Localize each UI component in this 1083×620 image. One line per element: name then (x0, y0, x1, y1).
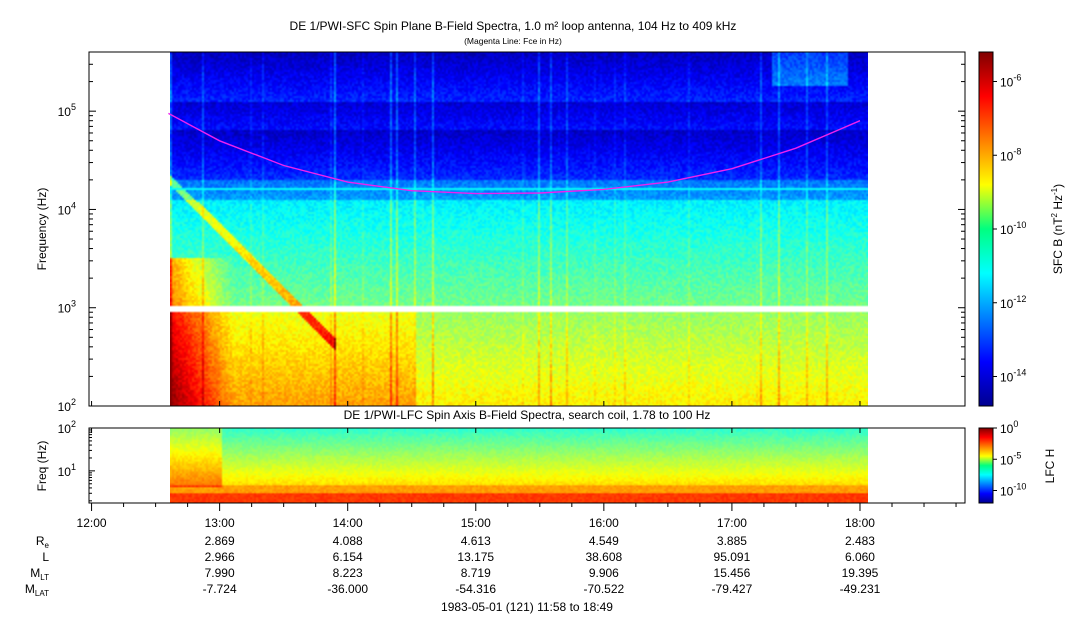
ephemeris-value: -54.316 (455, 582, 496, 596)
ephemeris-row-label: MLT (30, 566, 49, 582)
ephemeris-value: 2.966 (205, 550, 235, 564)
time-axis: 12:00 13:00 14:00 15:00 16:00 17:00 18:00 (77, 401, 957, 530)
top-colorbar-label: SFC B (nT2 Hz-1) (1050, 184, 1065, 274)
bottom-colorbar (978, 427, 994, 504)
time-tick-label: 17:00 (717, 516, 747, 530)
bottom-y-axis: 101 102 (58, 419, 95, 502)
ephemeris-value: 4.613 (461, 534, 491, 548)
ephemeris-value: -36.000 (327, 582, 368, 596)
bottom-colorbar-ticks: 100 10-5 10-10 (993, 419, 1026, 499)
top-colorbar-tick-label: 10-10 (1000, 220, 1026, 237)
time-tick-label: 16:00 (589, 516, 619, 530)
ephemeris-value: 2.483 (845, 534, 875, 548)
time-tick-label: 13:00 (205, 516, 235, 530)
ephemeris-value: 7.990 (205, 566, 235, 580)
top-spectrogram-image (170, 52, 868, 406)
fce-magenta-line (168, 112, 861, 195)
bottom-colorbar-tick-label: 10-10 (1000, 482, 1026, 499)
ephemeris-value: 8.719 (461, 566, 491, 580)
ephemeris-value: 95.091 (714, 550, 751, 564)
ephemeris-value: 8.223 (333, 566, 363, 580)
top-colorbar-ticks: 10-6 10-8 10-10 10-12 10-14 (993, 73, 1026, 385)
ephemeris-value: 3.885 (717, 534, 747, 548)
top-y-axis-label: Frequency (Hz) (35, 188, 49, 271)
ephemeris-table: Re 2.869 4.088 4.613 4.549 3.885 2.483 L 2.966 6.… (25, 534, 881, 598)
top-colorbar-tick-label: 10-12 (1000, 294, 1026, 311)
bottom-spectrogram-image (170, 428, 868, 503)
time-tick-label: 12:00 (77, 516, 107, 530)
bottom-colorbar-tick-label: 10-5 (1000, 450, 1021, 467)
ephemeris-value: 6.154 (333, 550, 363, 564)
top-y-tick-label: 104 (58, 200, 76, 217)
bottom-y-axis-label: Freq (Hz) (35, 441, 49, 492)
top-panel-title: DE 1/PWI-SFC Spin Plane B-Field Spectra,… (290, 19, 737, 33)
time-tick-label: 18:00 (845, 516, 875, 530)
bottom-plot-frame (88, 427, 966, 504)
top-colorbar-tick-label: 10-6 (1000, 73, 1021, 90)
ephemeris-value: 4.549 (589, 534, 619, 548)
ephemeris-value: 2.869 (205, 534, 235, 548)
ephemeris-value: 9.906 (589, 566, 619, 580)
ephemeris-value: 13.175 (457, 550, 494, 564)
ephemeris-value: 38.608 (585, 550, 622, 564)
top-colorbar (978, 51, 994, 407)
bottom-panel-title: DE 1/PWI-LFC Spin Axis B-Field Spectra, … (344, 408, 711, 422)
time-tick-label: 14:00 (333, 516, 363, 530)
ephemeris-value: 15.456 (714, 566, 751, 580)
bottom-y-tick-label: 102 (58, 419, 76, 436)
footer-date-range: 1983-05-01 (121) 11:58 to 18:49 (441, 600, 613, 614)
bottom-y-tick-label: 101 (58, 462, 76, 479)
bottom-colorbar-label: LFC H (1043, 449, 1057, 484)
bottom-spectrogram (170, 428, 868, 503)
top-y-tick-label: 105 (58, 102, 76, 119)
ephemeris-row-label: MLAT (25, 582, 49, 598)
ephemeris-row-label: Re (36, 534, 50, 550)
ephemeris-value: 19.395 (842, 566, 879, 580)
top-plot-frame (88, 51, 966, 407)
top-y-tick-label: 103 (58, 299, 76, 316)
ephemeris-value: -70.522 (583, 582, 624, 596)
top-spectrogram (170, 52, 868, 406)
ephemeris-value: 4.088 (333, 534, 363, 548)
top-panel-subtitle: (Magenta Line: Fce in Hz) (464, 36, 562, 46)
bottom-colorbar-tick-label: 100 (1000, 419, 1018, 436)
ephemeris-row-label: L (42, 550, 49, 564)
ephemeris-value: -49.231 (840, 582, 881, 596)
top-y-tick-label: 102 (58, 397, 76, 414)
time-tick-label: 15:00 (461, 516, 491, 530)
top-colorbar-tick-label: 10-14 (1000, 368, 1026, 385)
ephemeris-value: -79.427 (712, 582, 753, 596)
top-y-axis: 102 103 104 105 (58, 51, 965, 414)
ephemeris-value: -7.724 (203, 582, 237, 596)
ephemeris-value: 6.060 (845, 550, 875, 564)
top-colorbar-tick-label: 10-8 (1000, 146, 1021, 163)
